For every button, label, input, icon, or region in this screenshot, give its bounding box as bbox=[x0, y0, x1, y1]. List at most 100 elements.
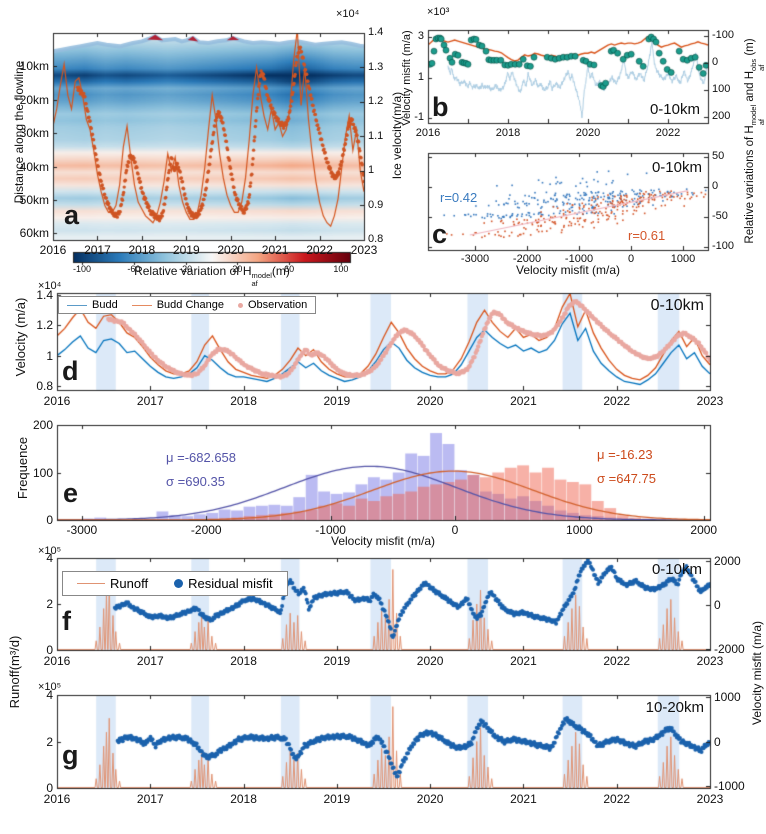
tick-label: 2022 bbox=[603, 654, 631, 668]
tick-label: 1000 bbox=[566, 523, 593, 537]
tick-label: 2020 bbox=[217, 243, 245, 257]
bc-label-h2: H bbox=[744, 70, 756, 80]
tick-label: 100 bbox=[32, 465, 53, 480]
colorbar-label-post: (m) bbox=[271, 264, 290, 278]
tick-label: 4 bbox=[46, 551, 53, 565]
bc-label-h1: H bbox=[744, 125, 756, 134]
tick-label: 0 bbox=[451, 523, 459, 537]
tick-label: 2017 bbox=[136, 394, 164, 408]
panel-g-letter: g bbox=[62, 740, 79, 770]
tick-label: 0.8 bbox=[368, 233, 384, 245]
tick-label: 60 bbox=[284, 264, 295, 274]
tick-label: 2021 bbox=[510, 654, 537, 668]
panel-g-exponent: ×10⁵ bbox=[38, 681, 62, 693]
tick-label: 2 bbox=[46, 597, 53, 611]
tick-label: 0 bbox=[46, 643, 53, 657]
tick-label: 30km bbox=[19, 126, 49, 141]
tick-label: 1000 bbox=[670, 253, 696, 265]
tick-label: 100 bbox=[333, 264, 349, 274]
tick-label: 2023 bbox=[696, 792, 724, 806]
panel-d-ylabel: Velocity (m/a) bbox=[13, 297, 28, 377]
tick-label: 2020 bbox=[416, 654, 444, 668]
panel-g-region-label: 10-20km bbox=[645, 699, 704, 716]
legend-item-observation: Observation bbox=[237, 299, 308, 311]
tick-label: 100 bbox=[712, 83, 731, 95]
bc-label-scripts1: model af bbox=[749, 105, 766, 125]
colorbar-label-sup: model bbox=[251, 271, 272, 281]
panel-f-region-label: 0-10km bbox=[651, 561, 702, 578]
tick-label: 2018 bbox=[230, 654, 257, 668]
tick-label: 2018 bbox=[495, 127, 521, 139]
annotation-mu-blue: μ =-682.658 bbox=[166, 450, 237, 465]
tick-label: -1 bbox=[414, 111, 424, 123]
tick-label: 1000 bbox=[714, 690, 741, 704]
legend-item-runoff: Runoff bbox=[77, 576, 148, 591]
tick-label: 4 bbox=[46, 688, 53, 702]
tick-label: 2020 bbox=[416, 792, 444, 806]
tick-label: -100 bbox=[73, 264, 92, 274]
legend-item-budd: Budd bbox=[67, 299, 118, 311]
tick-label: 2022 bbox=[655, 127, 681, 139]
observation-label: Observation bbox=[247, 299, 308, 311]
tick-label: 2023 bbox=[350, 243, 378, 257]
tick-label: -100 bbox=[712, 29, 735, 41]
tick-label: 2022 bbox=[603, 394, 631, 408]
budd-change-line-swatch bbox=[131, 304, 152, 306]
runoff-label: Runoff bbox=[110, 576, 149, 591]
tick-label: -60 bbox=[127, 264, 141, 274]
fg-right-ylabel: Velocity misfit (m/a) bbox=[750, 621, 764, 726]
panel-e-ylabel: Frequence bbox=[15, 436, 30, 500]
tick-label: 2016 bbox=[39, 243, 67, 257]
panel-d-exponent: ×10⁴ bbox=[38, 280, 62, 292]
tick-label: 200 bbox=[712, 110, 731, 122]
panel-e-xlabel: Velocity misfit (m/a) bbox=[330, 534, 436, 548]
colorbar-label-scripts: model af bbox=[251, 272, 271, 287]
tick-label: 0 bbox=[46, 513, 53, 527]
panel-f-letter: f bbox=[62, 606, 71, 636]
tick-label: 2020 bbox=[575, 127, 601, 139]
tick-label: 50km bbox=[19, 192, 49, 207]
tick-label: 2000 bbox=[690, 523, 718, 537]
bc-label-post: (m) bbox=[744, 38, 756, 59]
tick-label: 2017 bbox=[136, 654, 164, 668]
legend-item-budd-change: Budd Change bbox=[131, 299, 224, 311]
tick-label: 0 bbox=[712, 56, 719, 68]
tick-label: 2017 bbox=[136, 792, 164, 806]
tick-label: 2022 bbox=[306, 243, 333, 257]
panel-c-r-blue: r=0.42 bbox=[440, 190, 478, 205]
tick-label: -3000 bbox=[66, 523, 98, 537]
tick-label: 0 bbox=[714, 598, 721, 612]
tick-label: 0 bbox=[627, 253, 635, 265]
colorbar-label-base: H bbox=[242, 264, 252, 278]
tick-label: 10km bbox=[19, 59, 49, 74]
tick-label: 2021 bbox=[510, 394, 537, 408]
tick-label: 1 bbox=[368, 164, 375, 176]
runoff-line-swatch bbox=[77, 583, 105, 584]
budd-line-swatch bbox=[67, 304, 87, 306]
annotation-mu-orange: μ =-16.23 bbox=[597, 447, 653, 462]
colorbar-label-sub: af bbox=[251, 278, 258, 288]
tick-label: 0.8 bbox=[36, 379, 53, 393]
tick-label: 2019 bbox=[323, 394, 351, 408]
panel-b-ylabel: Velocity misfit (m/a) bbox=[401, 30, 413, 126]
panel-c-letter: c bbox=[432, 219, 448, 249]
tick-label: -2000 bbox=[190, 523, 222, 537]
legend-item-residual-misfit: Residual misfit bbox=[174, 576, 273, 591]
tick-label: 2020 bbox=[416, 394, 444, 408]
tick-label: 1.2 bbox=[368, 95, 384, 107]
tick-label: -20 bbox=[179, 264, 193, 274]
tick-label: 1 bbox=[417, 70, 424, 83]
tick-label: -1000 bbox=[714, 779, 745, 793]
panel-e-letter: e bbox=[63, 478, 79, 508]
tick-label: 2018 bbox=[230, 394, 257, 408]
tick-label: 2018 bbox=[230, 792, 257, 806]
tick-label: 2017 bbox=[84, 243, 111, 257]
tick-label: 1.1 bbox=[368, 129, 384, 142]
panel-d-region-label: 0-10km bbox=[650, 297, 704, 314]
panel-b-letter: b bbox=[432, 92, 449, 122]
tick-label: 60km bbox=[19, 226, 49, 241]
tick-label: 3 bbox=[417, 30, 424, 42]
tick-label: 2 bbox=[46, 734, 53, 749]
